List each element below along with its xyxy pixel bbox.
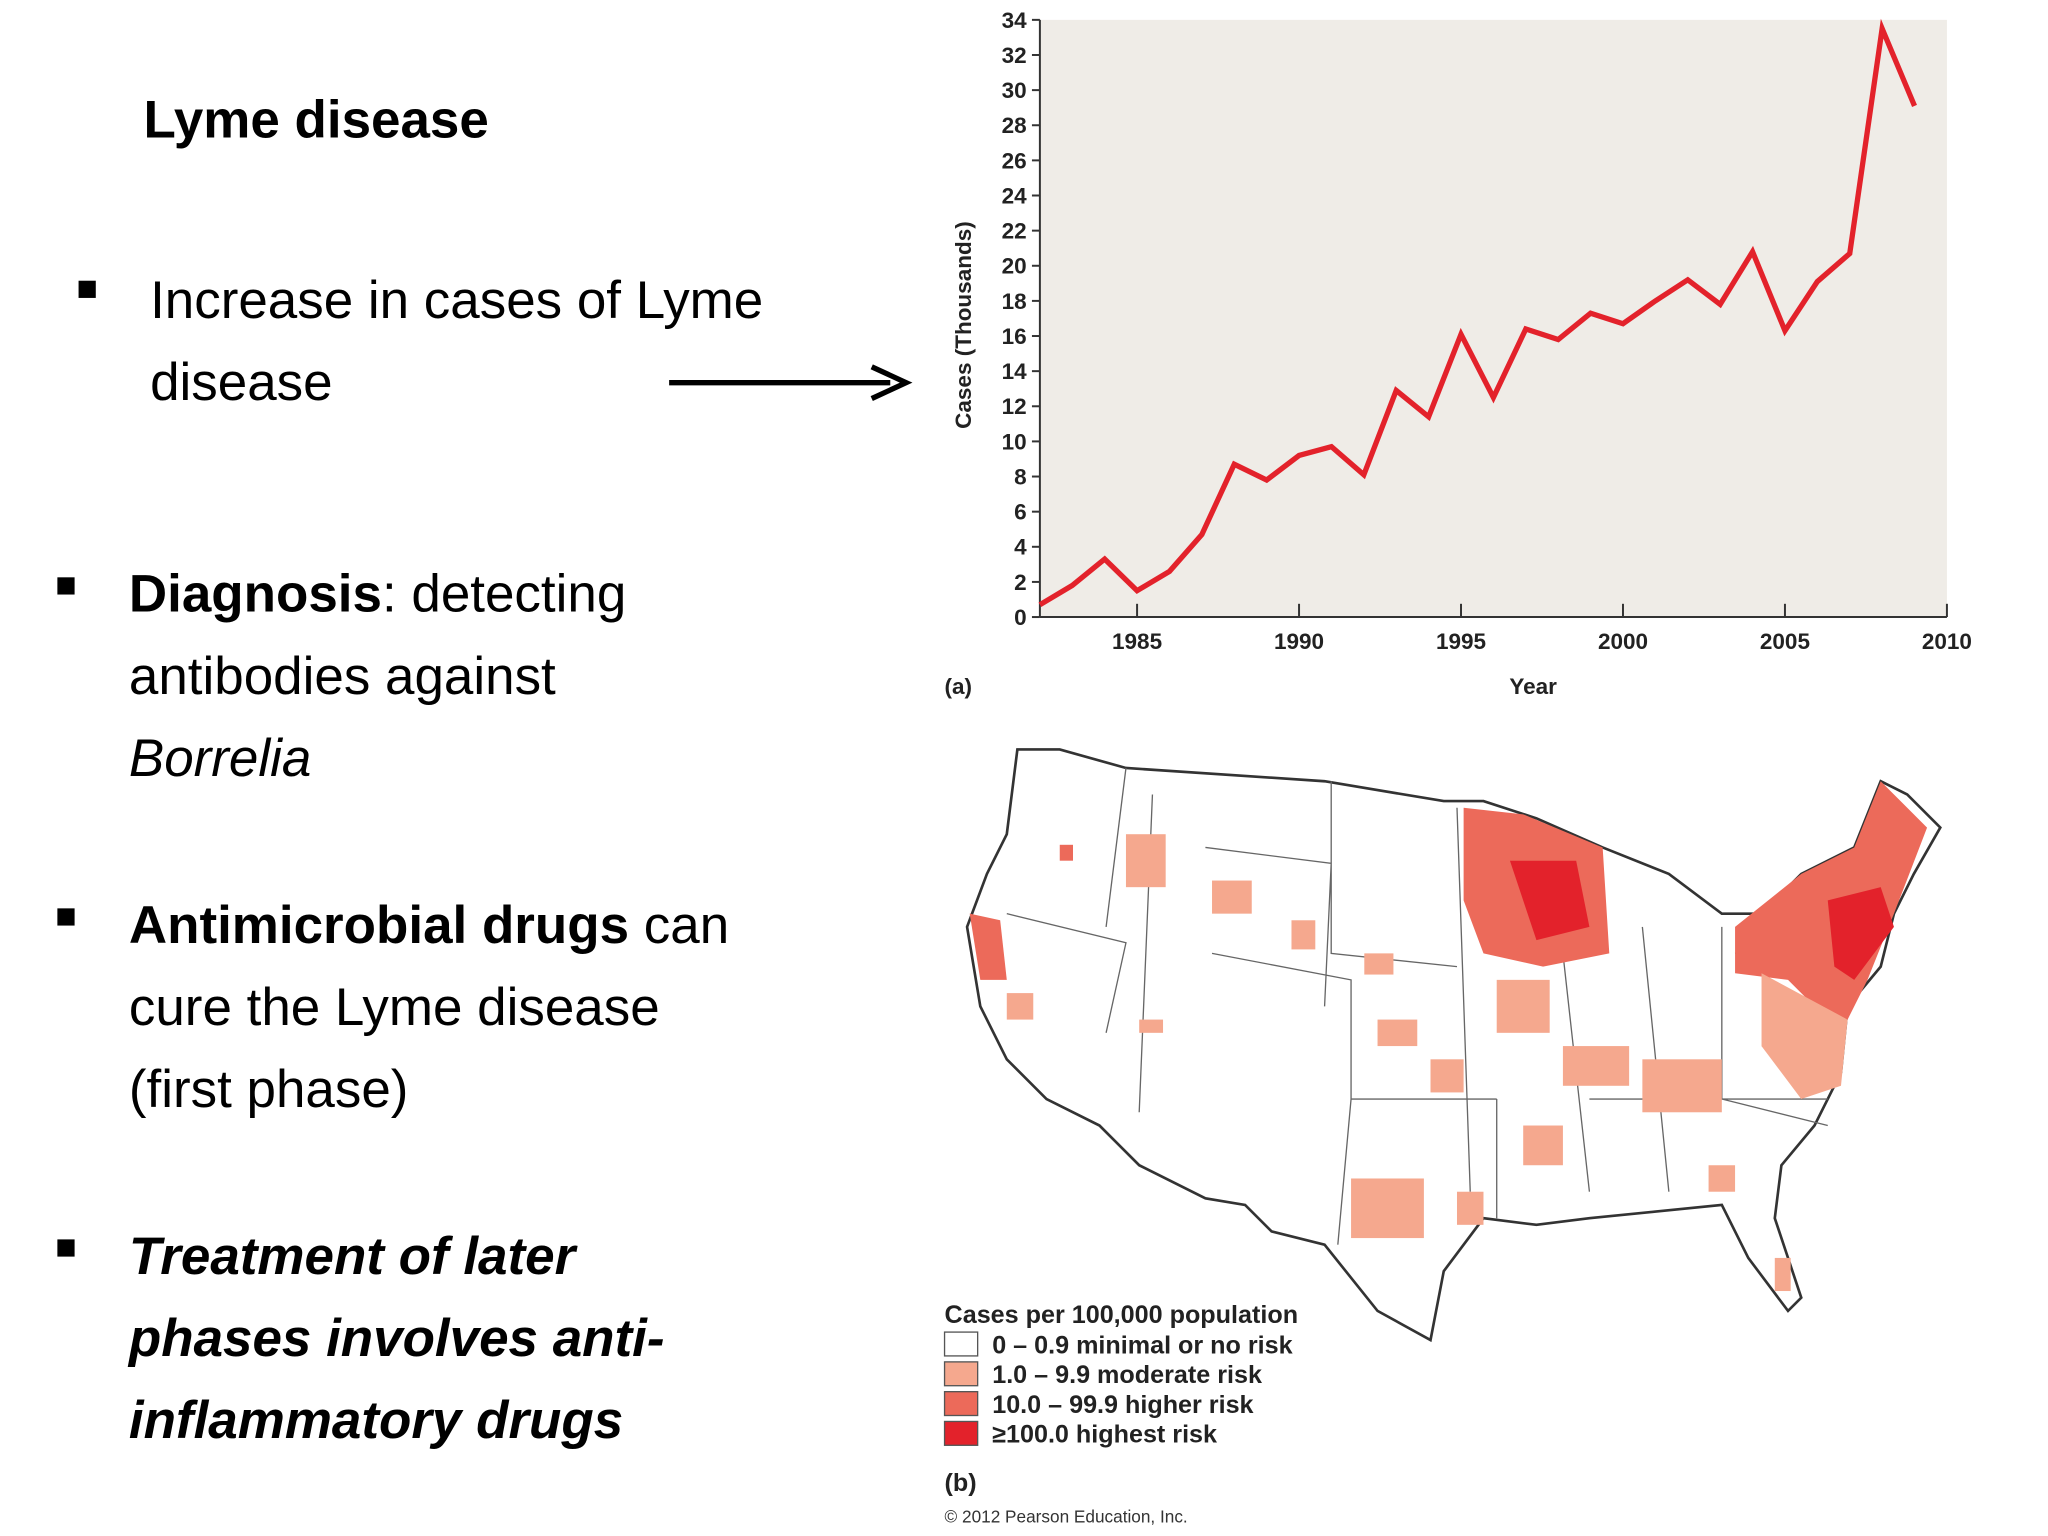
y-tick-label: 18	[1002, 289, 1027, 314]
data-line	[1038, 18, 1917, 608]
panel-label: (a)	[945, 674, 973, 699]
risk-area	[1761, 973, 1848, 1100]
bullet-line: Borrelia	[129, 729, 311, 788]
risk-area	[1430, 1059, 1464, 1093]
risk-area	[1139, 1019, 1164, 1033]
bullet-line: Antimicrobial drugs can	[129, 896, 729, 955]
us-map: Cases per 100,000 population 0 – 0.9 min…	[943, 748, 1942, 1527]
y-tick-label: 12	[1002, 394, 1027, 419]
y-tick-label: 16	[1002, 324, 1027, 349]
legend-swatch	[943, 1391, 979, 1417]
risk-area	[1523, 1125, 1563, 1166]
risk-area	[1827, 887, 1894, 980]
legend-title: Cases per 100,000 population	[945, 1301, 1299, 1329]
y-tick-label: 26	[1002, 148, 1027, 173]
bullet-marker	[78, 280, 96, 298]
risk-area	[1642, 1059, 1722, 1113]
legend-swatch	[943, 1361, 979, 1387]
risk-areas	[969, 781, 1928, 1292]
x-tick-label: 2000	[1598, 629, 1648, 654]
x-tick-label: 2005	[1760, 629, 1810, 654]
y-tick-label: 20	[1002, 254, 1027, 279]
y-tick-label: 2	[1014, 570, 1027, 595]
y-tick-label: 4	[1014, 535, 1027, 560]
bold-text: Antimicrobial drugs	[129, 896, 629, 955]
y-tick-label: 8	[1014, 464, 1027, 489]
x-tick-label: 1985	[1112, 629, 1162, 654]
y-tick-label: 30	[1002, 78, 1027, 103]
plot-background	[1039, 19, 1947, 618]
legend-label: 1.0 – 9.9 moderate risk	[992, 1361, 1262, 1389]
y-tick-label: 34	[1002, 8, 1028, 33]
y-tick-label: 10	[1002, 429, 1027, 454]
y-tick-label: 28	[1002, 113, 1027, 138]
risk-area	[1377, 1019, 1418, 1047]
risk-area	[969, 913, 1007, 980]
legend-label: 0 – 0.9 minimal or no risk	[992, 1331, 1292, 1359]
bold-text: Diagnosis	[129, 565, 382, 624]
y-tick-label: 6	[1014, 500, 1027, 525]
risk-area	[1708, 1165, 1736, 1192]
risk-area	[1006, 993, 1034, 1020]
bullet-line: cure the Lyme disease	[129, 978, 660, 1037]
bullet-line: Increase in cases of Lyme	[150, 271, 763, 330]
bullet-line: (first phase)	[129, 1060, 409, 1119]
x-tick-label: 2010	[1922, 629, 1972, 654]
y-tick-label: 14	[1002, 359, 1028, 384]
risk-area	[1456, 1191, 1484, 1225]
legend-swatch	[943, 1420, 979, 1446]
slide-title: Lyme disease	[143, 91, 488, 150]
bullet-line: phases involves anti-	[127, 1309, 665, 1368]
bullet-marker	[57, 577, 75, 595]
risk-area	[1562, 1046, 1630, 1086]
bullet-line: inflammatory drugs	[129, 1391, 623, 1450]
x-axis-label: Year	[1509, 674, 1557, 699]
risk-area	[1774, 1257, 1791, 1292]
text: : detecting	[382, 565, 626, 624]
legend-swatch	[943, 1331, 979, 1357]
risk-area	[1212, 880, 1252, 914]
risk-area	[1509, 860, 1590, 941]
y-axis-label: Cases (Thousands)	[951, 221, 976, 429]
y-tick-label: 0	[1014, 605, 1027, 630]
risk-area	[1351, 1178, 1424, 1239]
risk-area	[1059, 844, 1073, 861]
legend-label: 10.0 – 99.9 higher risk	[992, 1391, 1253, 1419]
bullet-line: antibodies against	[129, 647, 556, 706]
risk-area	[1125, 834, 1166, 888]
credit: © 2012 Pearson Education, Inc.	[945, 1507, 1188, 1527]
x-tick-label: 1995	[1436, 629, 1486, 654]
x-tick-label: 1990	[1274, 629, 1324, 654]
bullet-marker	[57, 1239, 75, 1257]
bullet-line: Treatment of later	[129, 1227, 579, 1286]
risk-area	[1496, 979, 1550, 1033]
legend-label: ≥100.0 highest risk	[992, 1421, 1217, 1449]
risk-area	[1364, 953, 1394, 975]
bullet-line: disease	[150, 353, 333, 412]
text: can	[629, 896, 729, 955]
risk-area	[1291, 920, 1316, 950]
y-tick-label: 24	[1002, 183, 1028, 208]
y-tick-label: 22	[1002, 219, 1027, 244]
bullet-line: Diagnosis: detecting	[129, 565, 626, 624]
y-tick-label: 32	[1002, 43, 1027, 68]
panel-label: (b)	[945, 1469, 977, 1497]
arrow-head	[870, 364, 913, 401]
bullet-marker	[57, 908, 75, 926]
